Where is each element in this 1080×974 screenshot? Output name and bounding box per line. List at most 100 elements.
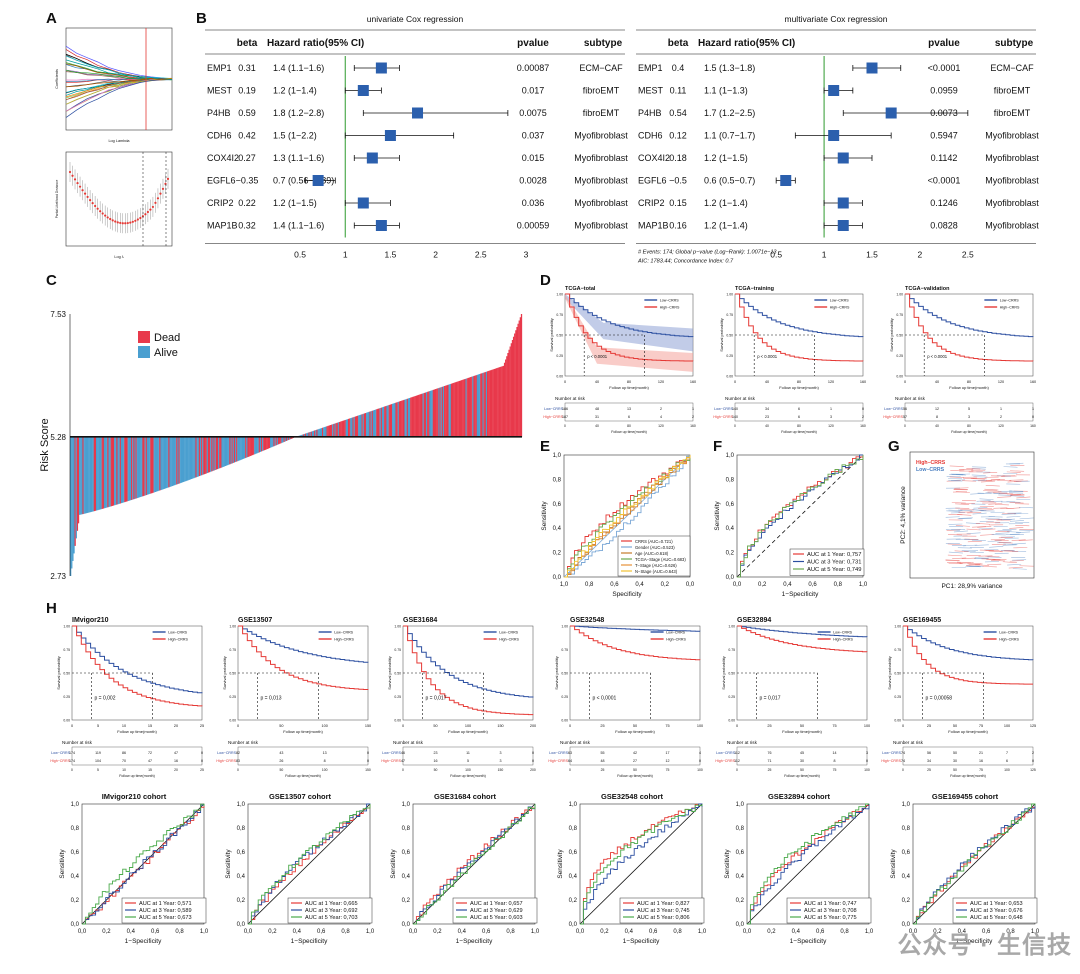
km-ytick: 0.00 [896, 375, 903, 379]
km-xtick: 80 [797, 380, 801, 384]
waterfall-bar [208, 436, 211, 473]
waterfall-bar [325, 426, 327, 437]
km-ylabel: Survival probability [56, 656, 61, 690]
km-risk-xlabel: Follow up time(month) [285, 774, 321, 778]
waterfall-bar [439, 387, 441, 437]
km-ytick: 0.00 [728, 719, 735, 723]
waterfall-bar [230, 436, 232, 464]
pca-point [955, 503, 970, 505]
km-xtick: 160 [860, 380, 866, 384]
roc-diagonal [247, 803, 371, 925]
lasso-top-xlabel: Log Lambda [108, 139, 130, 143]
lasso-cv-point [114, 220, 117, 223]
km-risk-xlabel: Follow up time(month) [119, 774, 155, 778]
lasso-bottom-xlabel: Log λ [114, 255, 123, 259]
forest-beta: 0.4 [672, 63, 685, 73]
roc-xtick: 1,0 [865, 929, 874, 935]
forest-gene: P4HB [207, 108, 231, 118]
roc-xtick: 0,0 [576, 929, 585, 935]
km-risk-low-value: 50 [953, 751, 957, 755]
km-ytick: 0.75 [896, 313, 903, 317]
km-risk-low-label: Low−CRRS [51, 751, 70, 755]
km-risk-high-value: 71 [768, 759, 772, 763]
waterfall-bar [135, 436, 137, 499]
waterfall-bar [190, 436, 193, 480]
waterfall-bar [184, 436, 186, 482]
waterfall-bar [460, 380, 463, 437]
waterfall-bar [86, 436, 89, 513]
waterfall-bar [241, 436, 244, 460]
km-risk-high-label: High−CRRS [881, 759, 901, 763]
roc-cohort-title: IMvigor210 cohort [102, 792, 167, 801]
forest-hr-text: 1.4 (1.1−1.6) [273, 63, 324, 73]
pca-point [965, 564, 981, 566]
waterfall-bar [93, 436, 96, 512]
km-risk-low-value: 1 [1000, 407, 1002, 411]
pca-point [1010, 494, 1025, 496]
km-ytick: 0.00 [561, 719, 568, 723]
km-risk-xtick: 100 [864, 768, 870, 772]
km-risk-high-value: 83 [236, 759, 240, 763]
waterfall-bar [152, 436, 154, 493]
waterfall-bar [433, 389, 436, 437]
waterfall-bar [240, 436, 242, 460]
lasso-coef-path [65, 62, 173, 80]
waterfall-bar [145, 436, 147, 496]
waterfall-bar [203, 436, 205, 475]
waterfall-bar [239, 436, 241, 461]
km-xlabel: Follow up time(month) [117, 729, 157, 734]
waterfall-bar [170, 436, 172, 487]
waterfall-bar [233, 436, 236, 463]
pca-point [1010, 470, 1025, 472]
forest-hr-text: 1.8 (1.2−2.8) [273, 108, 324, 118]
waterfall-bar [412, 396, 414, 437]
waterfall-bar [259, 436, 262, 452]
km-risk-low-value: 0 [367, 751, 369, 755]
forest-header-subtype: subtype [584, 38, 623, 49]
roc-ytick: 0,0 [237, 922, 246, 928]
waterfall-bar [242, 436, 245, 459]
lasso-cv-point [146, 210, 149, 214]
km-risk-low-value: 119 [95, 751, 101, 755]
panel-f-roc: 0,0 0,2 0,4 0,6 0,8 1,0 0,0 0,2 0,4 0,6 0,8 1,0 1−Sp… [714, 453, 868, 598]
pca-point [971, 474, 986, 476]
waterfall-bar [383, 406, 385, 437]
pca-point [1019, 517, 1034, 520]
pca-point [990, 560, 1005, 562]
pca-point [972, 512, 987, 515]
waterfall-bar [284, 436, 286, 442]
forest-gene: P4HB [638, 108, 662, 118]
waterfall-bar [192, 436, 194, 479]
roc-legend-label: AUC at 5 Year: 0,749 [807, 567, 861, 573]
waterfall-bar [100, 436, 102, 510]
waterfall-bar [276, 436, 279, 445]
lasso-cv-point [151, 205, 155, 209]
pca-point [986, 479, 1001, 481]
waterfall-bar [124, 436, 126, 503]
km-title: IMvigor210 [72, 617, 109, 624]
forest-hr-box [375, 220, 387, 231]
km-risk-low-value: 21 [979, 751, 983, 755]
roc-xtick: 0,4 [958, 929, 967, 935]
km-risk-high-value: 0 [201, 759, 203, 763]
km-risk-high-label: High−CRRS [715, 759, 735, 763]
waterfall-ylabel: Risk Score [39, 418, 51, 471]
lasso-bottom-frame [65, 151, 173, 247]
waterfall-bar [265, 436, 267, 450]
km-title: TCGA−training [735, 286, 774, 292]
waterfall-bar [355, 416, 358, 437]
lasso-cv-point [126, 221, 129, 225]
pca-point [1011, 542, 1026, 545]
km-risk-high-value: 2 [1000, 415, 1002, 419]
roc-ytick: 0,6 [902, 850, 911, 856]
pca-point [1008, 566, 1023, 569]
waterfall-bar [436, 388, 438, 437]
lasso-cv-point [119, 221, 122, 225]
km-risk-high-value: 26 [279, 759, 283, 763]
waterfall-bar [134, 436, 136, 499]
forest-subtype: fibroEMT [994, 108, 1031, 118]
forest-subtype: Myofibroblast [574, 153, 628, 163]
km-ytick: 0.75 [63, 648, 70, 652]
roc-ytick: 0,6 [553, 502, 562, 508]
waterfall-bar [210, 436, 212, 472]
